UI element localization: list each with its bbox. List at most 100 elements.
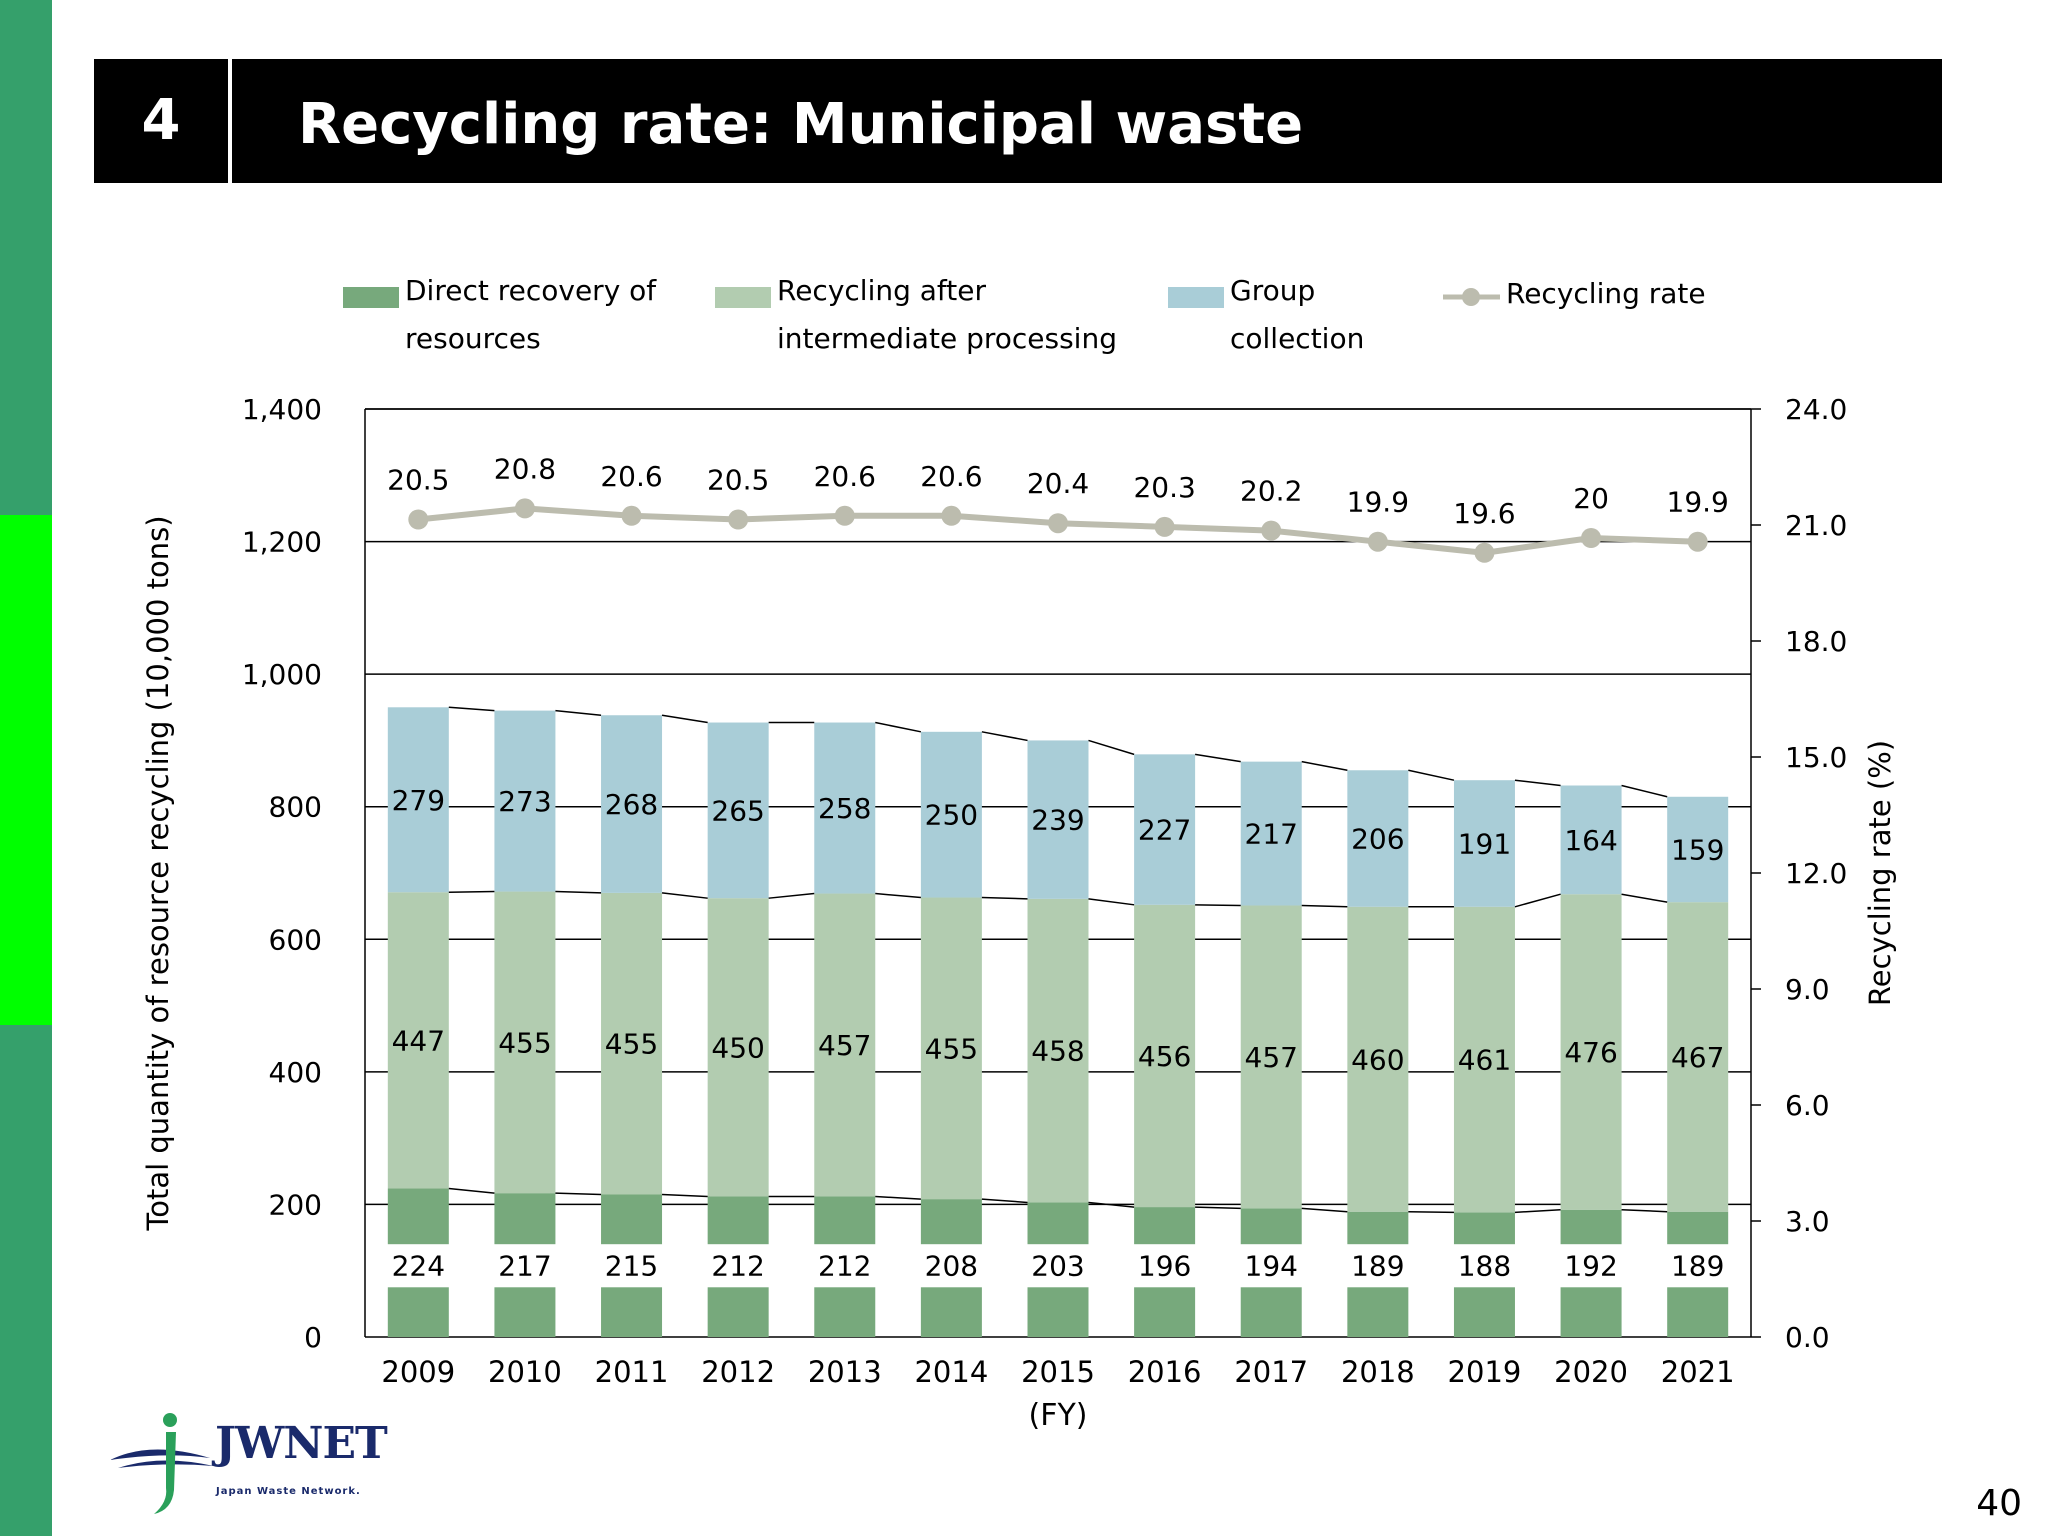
series-connector — [1194, 753, 1241, 763]
intermediate-value-label: 455 — [925, 1032, 978, 1065]
slide-number: 4 — [141, 88, 181, 153]
bar-segment — [601, 715, 663, 893]
y-tick-label: 1,400 — [242, 393, 322, 426]
direct-value-label: 212 — [711, 1250, 764, 1283]
legend-label: Recycling after — [777, 274, 986, 307]
bar-segment — [1560, 785, 1622, 895]
group-value-label: 250 — [925, 799, 978, 832]
x-tick-label: 2013 — [808, 1355, 882, 1389]
y2-tick-label: 9.0 — [1785, 973, 1830, 1006]
series-connector — [981, 1198, 1028, 1204]
direct-value-label: 208 — [925, 1250, 978, 1283]
series-connector — [448, 706, 495, 712]
recycling-rate-label: 20.5 — [387, 464, 449, 497]
bar-segment — [707, 898, 769, 1197]
intermediate-value-label: 456 — [1138, 1040, 1191, 1073]
y2-tick-label: 15.0 — [1785, 741, 1847, 774]
group-value-label: 206 — [1351, 823, 1404, 856]
bar-segment — [1027, 898, 1089, 1203]
bar-segment — [494, 710, 556, 892]
bar-segment — [814, 893, 876, 1197]
bar-segment — [1453, 780, 1515, 907]
group-value-label: 159 — [1671, 833, 1724, 866]
bar-segment — [1667, 796, 1729, 903]
series-connector — [1514, 779, 1561, 787]
recycling-rate-label: 20.2 — [1240, 475, 1302, 508]
bar-segment — [920, 897, 982, 1200]
legend-line-marker — [1462, 288, 1480, 306]
series-connector — [1621, 1208, 1668, 1213]
title-band: 4 Recycling rate: Municipal waste — [94, 59, 1942, 183]
recycling-rate-point — [941, 505, 962, 526]
x-tick-label: 2012 — [701, 1355, 775, 1389]
series-connector — [1088, 1201, 1135, 1208]
y-tick-label: 1,000 — [242, 658, 322, 691]
group-value-label: 191 — [1458, 828, 1511, 861]
series-connector — [1408, 769, 1455, 781]
y-axis-title: Total quantity of resource recycling (10… — [141, 515, 175, 1231]
recycling-rate-point — [1581, 528, 1602, 548]
intermediate-value-label: 458 — [1031, 1035, 1084, 1068]
series-connector — [1621, 784, 1668, 798]
recycling-rate-label: 20 — [1573, 482, 1609, 515]
legend-label: intermediate processing — [777, 322, 1117, 355]
y-tick-label: 600 — [269, 923, 322, 956]
direct-value-label: 188 — [1458, 1250, 1511, 1283]
intermediate-value-label: 461 — [1458, 1044, 1511, 1077]
series-connector — [875, 892, 921, 899]
series-connector — [555, 890, 602, 894]
recycling-rate-point — [1261, 520, 1282, 541]
x-tick-label: 2016 — [1128, 1355, 1202, 1389]
recycling-rate-point — [1474, 542, 1495, 563]
recycling-rate-point — [1687, 531, 1708, 552]
legend-label: Recycling rate — [1506, 277, 1706, 310]
direct-value-label: 215 — [605, 1250, 658, 1283]
x-tick-label: 2017 — [1234, 1355, 1308, 1389]
series-connector — [1514, 893, 1561, 908]
bar-segment — [1240, 905, 1302, 1209]
series-connector — [662, 1193, 708, 1198]
y2-tick-label: 21.0 — [1785, 509, 1847, 542]
series-connector — [981, 731, 1028, 742]
direct-value-label: 189 — [1671, 1250, 1724, 1283]
direct-value-label: 192 — [1564, 1250, 1617, 1283]
intermediate-value-label: 457 — [1245, 1041, 1298, 1074]
group-value-label: 258 — [818, 792, 871, 825]
title-divider — [228, 59, 232, 183]
bar-segment — [387, 892, 449, 1189]
intermediate-value-label: 467 — [1671, 1041, 1724, 1074]
group-value-label: 265 — [711, 794, 764, 827]
recycling-rate-point — [621, 505, 642, 526]
x-tick-label: 2018 — [1341, 1355, 1415, 1389]
intermediate-value-label: 455 — [498, 1026, 551, 1059]
y2-tick-label: 6.0 — [1785, 1089, 1830, 1122]
bar-segment — [1560, 894, 1622, 1210]
jwnet-logo-icon — [110, 1413, 214, 1514]
direct-value-label: 196 — [1138, 1250, 1191, 1283]
recycling-rate-point — [834, 505, 855, 526]
legend-swatch — [1168, 287, 1224, 308]
x-tick-label: 2015 — [1021, 1355, 1095, 1389]
legend-swatch — [343, 287, 399, 308]
bar-segment — [814, 722, 876, 894]
group-value-label: 239 — [1031, 804, 1084, 837]
y2-tick-label: 0.0 — [1785, 1321, 1830, 1354]
legend-label: Group — [1230, 274, 1315, 307]
x-tick-label: 2009 — [381, 1355, 455, 1389]
direct-value-label: 212 — [818, 1250, 871, 1283]
group-value-label: 273 — [498, 785, 551, 818]
recycling-rate-point — [728, 509, 749, 530]
y2-tick-label: 3.0 — [1785, 1205, 1830, 1238]
intermediate-value-label: 476 — [1564, 1036, 1617, 1069]
series-connector — [1301, 904, 1348, 908]
series-connector — [1514, 1208, 1561, 1214]
bar-segment — [707, 722, 769, 899]
logo-subtext: Japan Waste Network. — [216, 1486, 361, 1497]
direct-value-label: 194 — [1245, 1250, 1298, 1283]
series-connector — [555, 1192, 602, 1196]
y-tick-label: 1,200 — [242, 526, 322, 559]
x-tick-label: 2021 — [1661, 1355, 1735, 1389]
series-connector — [768, 892, 815, 899]
intermediate-value-label: 457 — [818, 1029, 871, 1062]
series-connector — [1301, 1207, 1348, 1213]
